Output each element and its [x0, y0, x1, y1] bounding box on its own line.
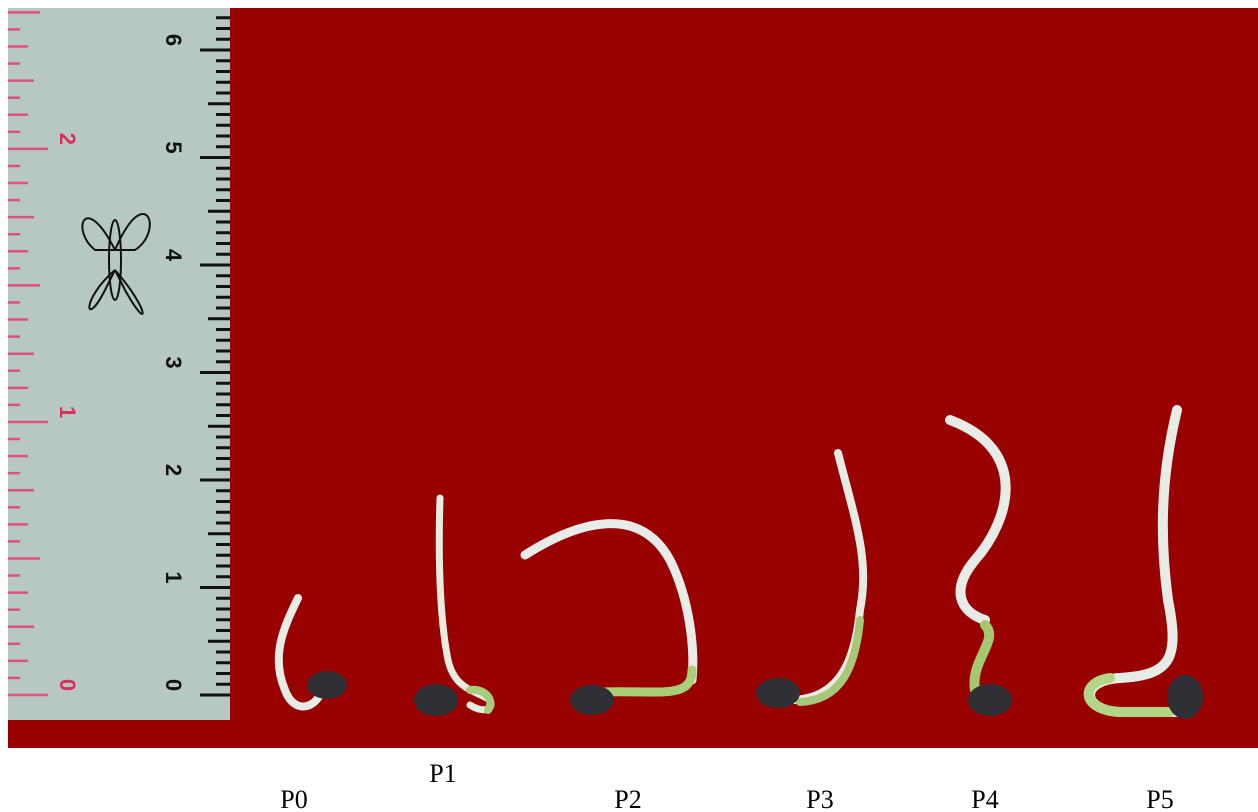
sample-label: P0: [280, 785, 307, 812]
sample-label: P2: [614, 785, 641, 812]
cm-label: 6: [161, 34, 186, 46]
cm-label: 0: [161, 679, 186, 691]
cm-label: 2: [161, 464, 186, 476]
seedlings: [274, 405, 1203, 719]
inch-label: 2: [55, 133, 80, 145]
sample-label: P4: [971, 785, 998, 812]
cm-label: 1: [161, 571, 186, 583]
sample-label: P1: [429, 759, 456, 788]
ruler: [8, 8, 230, 720]
cm-label: 3: [161, 356, 186, 368]
sample-label: P3: [806, 785, 833, 812]
sample-label: P5: [1146, 785, 1173, 812]
inch-label: 1: [55, 406, 80, 418]
cm-label: 4: [161, 249, 186, 262]
inch-label: 0: [55, 679, 80, 691]
ruler-ticks: [8, 11, 230, 697]
cm-label: 5: [161, 141, 186, 153]
butterfly-logo: [81, 212, 151, 315]
